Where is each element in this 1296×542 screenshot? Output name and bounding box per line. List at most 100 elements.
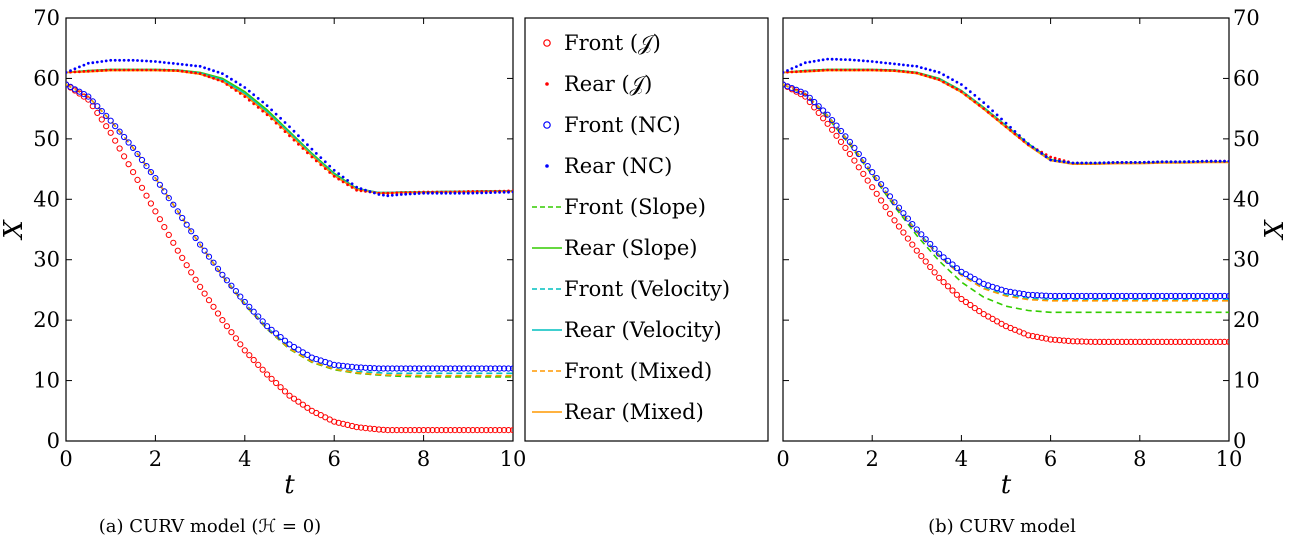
legend-label: Rear (𝒥) xyxy=(564,72,652,96)
point-rear xyxy=(136,68,139,72)
point-rear xyxy=(982,107,986,110)
point-rear-nc xyxy=(95,60,99,64)
point-front-nc xyxy=(335,362,342,369)
point-front xyxy=(855,164,862,171)
point-rear-nc xyxy=(230,77,233,81)
point-front-nc xyxy=(277,334,284,341)
point-rear-nc xyxy=(131,58,135,62)
y-axis-label: X xyxy=(0,219,29,241)
point-front xyxy=(1109,338,1117,345)
point-rear-nc xyxy=(1209,159,1213,163)
point-front-nc xyxy=(232,288,239,295)
point-front-nc xyxy=(281,337,289,344)
point-rear-nc xyxy=(1156,160,1159,164)
point-front xyxy=(268,375,275,382)
point-front-nc xyxy=(438,365,445,372)
panel-caption: (a) CURV model (ℋ = 0) xyxy=(99,516,321,537)
point-front-nc xyxy=(299,349,306,356)
point-front-nc xyxy=(918,231,925,238)
point-rear-nc xyxy=(964,86,968,90)
point-rear-nc xyxy=(968,90,972,94)
point-front xyxy=(138,184,146,191)
point-front xyxy=(465,427,472,434)
point-rear-nc xyxy=(919,66,923,69)
point-rear xyxy=(830,68,834,72)
x-tick-label: 2 xyxy=(866,447,879,471)
point-rear xyxy=(386,191,390,195)
point-front-nc xyxy=(1190,292,1197,300)
point-rear-nc xyxy=(875,60,879,64)
point-front-nc xyxy=(433,365,441,372)
point-front-nc xyxy=(837,127,845,135)
point-rear-nc xyxy=(1200,159,1204,163)
point-rear-nc xyxy=(982,101,986,104)
point-front xyxy=(878,197,885,204)
point-rear-nc xyxy=(1062,160,1066,164)
point-rear-nc xyxy=(306,143,309,147)
point-rear xyxy=(176,69,180,72)
point-front-nc xyxy=(1163,292,1170,300)
point-rear xyxy=(799,70,803,73)
point-rear-nc xyxy=(104,59,108,63)
point-front xyxy=(1087,338,1094,345)
point-rear-nc xyxy=(933,69,936,73)
point-front-nc xyxy=(1225,292,1229,300)
point-front-nc xyxy=(1052,292,1059,300)
point-front-nc xyxy=(1101,292,1108,300)
legend-label: Front (NC) xyxy=(564,113,681,137)
point-front xyxy=(264,371,271,378)
point-front-nc xyxy=(1087,292,1094,300)
point-front-nc xyxy=(1123,292,1130,300)
point-front-nc xyxy=(456,365,463,372)
point-rear xyxy=(122,68,126,72)
point-front xyxy=(447,427,454,434)
point-rear-nc xyxy=(176,62,180,66)
point-rear xyxy=(817,69,821,72)
point-rear-nc xyxy=(1089,161,1093,165)
point-rear xyxy=(323,167,327,171)
point-front-nc xyxy=(927,240,934,248)
point-front-nc xyxy=(949,261,956,268)
point-front xyxy=(210,303,217,310)
point-front-nc xyxy=(152,175,159,182)
point-rear xyxy=(332,174,336,178)
point-front xyxy=(179,254,186,261)
point-rear-nc xyxy=(915,64,919,68)
point-front xyxy=(1065,337,1072,344)
point-front xyxy=(398,427,405,434)
point-front xyxy=(161,224,168,231)
point-rear-nc xyxy=(1084,161,1088,165)
point-front-nc xyxy=(286,341,293,348)
point-front-nc xyxy=(1208,292,1215,300)
point-front-nc xyxy=(273,330,280,337)
point-front-nc xyxy=(474,365,481,372)
point-front-nc xyxy=(878,181,885,188)
point-front xyxy=(1221,338,1228,345)
point-rear-nc xyxy=(812,59,816,63)
point-rear-nc xyxy=(1111,161,1115,164)
point-rear xyxy=(118,68,121,72)
point-front-nc xyxy=(1154,292,1161,300)
point-rear-nc xyxy=(408,192,412,196)
y-tick-label: 20 xyxy=(1233,308,1260,332)
point-rear xyxy=(180,69,184,73)
point-rear xyxy=(109,68,113,72)
point-front xyxy=(1025,332,1032,339)
point-rear-nc xyxy=(1102,161,1106,165)
point-rear-nc xyxy=(435,191,439,195)
series-line-front-mixed xyxy=(783,83,1229,302)
point-front xyxy=(492,427,499,434)
point-front-nc xyxy=(398,365,405,372)
point-rear-nc xyxy=(1009,125,1012,129)
point-front xyxy=(909,241,916,248)
point-rear-nc xyxy=(1071,161,1075,165)
point-rear-nc xyxy=(466,191,470,195)
point-front xyxy=(1047,336,1054,343)
point-front xyxy=(1132,338,1139,345)
point-front-nc xyxy=(864,163,871,170)
point-rear xyxy=(1049,155,1052,159)
series-group xyxy=(66,58,513,434)
point-front-nc xyxy=(1172,292,1179,300)
point-front xyxy=(1172,338,1179,345)
point-front-nc xyxy=(103,112,110,120)
